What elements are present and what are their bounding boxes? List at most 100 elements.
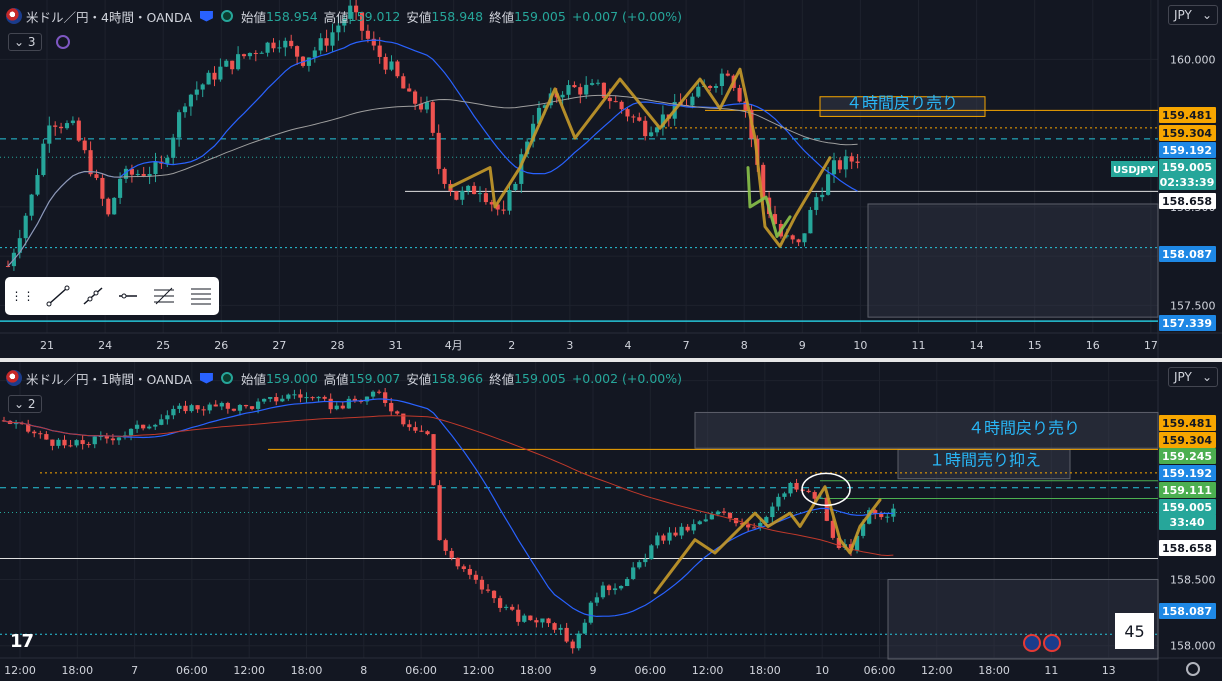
candle-body bbox=[510, 606, 515, 610]
time-axis-label: 12:00 bbox=[4, 664, 36, 677]
candle-body bbox=[153, 424, 158, 427]
market-status-icon[interactable] bbox=[220, 10, 233, 22]
time-axis-label: 14 bbox=[970, 339, 984, 352]
candle-body bbox=[454, 191, 459, 200]
candle-body bbox=[218, 66, 223, 80]
candle-body bbox=[359, 12, 365, 31]
candle-body bbox=[389, 61, 394, 70]
candle-body bbox=[32, 431, 37, 434]
time-axis-label: 06:00 bbox=[864, 664, 896, 677]
candle-body bbox=[289, 40, 294, 47]
currency-select-4h[interactable]: JPY ⌄ bbox=[1168, 5, 1218, 25]
candle-body bbox=[546, 618, 551, 624]
time-axis-label: 25 bbox=[156, 339, 170, 352]
settings-gear-icon[interactable] bbox=[1186, 662, 1200, 676]
candle-body bbox=[206, 72, 211, 85]
candle-body bbox=[860, 523, 866, 536]
sell-zone-box bbox=[819, 96, 986, 117]
candle-body bbox=[224, 60, 229, 67]
candle-body bbox=[576, 633, 581, 649]
candle-body bbox=[20, 423, 25, 425]
candle-body bbox=[230, 60, 235, 70]
candle-body bbox=[377, 45, 382, 57]
candle-body bbox=[654, 127, 660, 133]
candle-body bbox=[171, 137, 176, 158]
sync-icon[interactable] bbox=[55, 35, 70, 49]
zone-label-4h: ４時間戻り売り bbox=[968, 419, 1080, 438]
candle-body bbox=[770, 506, 775, 518]
price-tag bbox=[1159, 159, 1216, 175]
time-axis-label: 06:00 bbox=[176, 664, 208, 677]
symbol-title[interactable]: 米ドル／円・4時間・OANDA bbox=[26, 9, 192, 25]
indicator-toggle-4h[interactable]: ⌄ 3 bbox=[8, 33, 70, 51]
chart-4h-svg[interactable]: ４時間戻り売り160.000158.500158.000157.500159.4… bbox=[0, 0, 1222, 358]
candle-body bbox=[824, 497, 829, 521]
tradingview-logo[interactable]: 17 bbox=[10, 631, 34, 652]
candle-body bbox=[782, 493, 787, 497]
candle-body bbox=[295, 46, 300, 57]
candle-body bbox=[534, 620, 539, 623]
candle-body bbox=[606, 585, 612, 591]
candle-body bbox=[328, 398, 333, 410]
time-axis-label: 2 bbox=[508, 339, 515, 352]
candle-body bbox=[831, 160, 837, 175]
bookmark-icon[interactable] bbox=[199, 372, 213, 384]
candle-body bbox=[312, 50, 317, 58]
parallel-channel-icon[interactable] bbox=[188, 285, 214, 307]
candle-body bbox=[104, 435, 109, 439]
time-axis-label: 10 bbox=[815, 664, 829, 677]
candle-body bbox=[182, 106, 188, 113]
candle-body bbox=[318, 38, 323, 51]
market-status-icon[interactable] bbox=[220, 372, 233, 384]
candle-body bbox=[41, 143, 46, 176]
fib-retracement-icon[interactable] bbox=[151, 285, 177, 307]
chevron-down-icon: ⌄ bbox=[1201, 370, 1212, 384]
symbol-tag-label: USDJPY bbox=[1113, 165, 1156, 176]
candle-body bbox=[607, 97, 612, 102]
candle-body bbox=[129, 168, 134, 175]
candle-body bbox=[690, 96, 695, 106]
candle-body bbox=[818, 497, 823, 499]
candle-body bbox=[595, 82, 601, 84]
candle-body bbox=[489, 202, 494, 205]
chart-pane-1h[interactable]: ４時間戻り売り１時間売り抑え160.000158.500158.000159.4… bbox=[0, 362, 1222, 681]
candle-body bbox=[625, 578, 630, 586]
candle-body bbox=[746, 524, 751, 528]
candle-body bbox=[201, 409, 206, 411]
candle-body bbox=[249, 406, 255, 409]
price-tag bbox=[1159, 415, 1216, 431]
us-event-icon[interactable] bbox=[1023, 634, 1041, 652]
open-value: 159.000 bbox=[265, 370, 318, 386]
price-axis-label: 158.500 bbox=[1170, 573, 1216, 586]
candle-body bbox=[82, 140, 87, 151]
pane-divider[interactable] bbox=[0, 358, 1222, 362]
drag-handle-icon[interactable]: ⋮⋮ bbox=[10, 289, 35, 303]
candle-body bbox=[802, 233, 807, 243]
horizontal-ray-icon[interactable] bbox=[116, 285, 140, 307]
chart-1h-svg[interactable]: ４時間戻り売り１時間売り抑え160.000158.500158.000159.4… bbox=[0, 362, 1222, 681]
chart-pane-4h[interactable]: ４時間戻り売り160.000158.500158.000157.500159.4… bbox=[0, 0, 1222, 358]
indicator-count: ⌄ 3 bbox=[8, 33, 42, 51]
price-tag-label: 159.304 bbox=[1162, 127, 1212, 140]
zone-label-1h: １時間売り抑え bbox=[929, 450, 1041, 469]
time-axis-label: 12:00 bbox=[233, 664, 265, 677]
candle-body bbox=[497, 598, 503, 608]
indicator-toggle-1h[interactable]: ⌄ 2 bbox=[8, 395, 42, 413]
candle-body bbox=[407, 424, 412, 428]
time-axis-label: 18:00 bbox=[291, 664, 323, 677]
price-tag-label: 33:40 bbox=[1169, 516, 1204, 529]
candle-body bbox=[613, 101, 618, 103]
candle-body bbox=[564, 627, 569, 642]
candle-body bbox=[660, 114, 665, 128]
currency-select-1h[interactable]: JPY ⌄ bbox=[1168, 367, 1218, 387]
candle-body bbox=[165, 157, 170, 164]
candle-body bbox=[219, 402, 224, 407]
us-event-icon[interactable] bbox=[1043, 634, 1061, 652]
ray-icon[interactable] bbox=[81, 285, 105, 307]
trend-line-icon[interactable] bbox=[46, 285, 70, 307]
candle-body bbox=[141, 424, 146, 429]
bookmark-icon[interactable] bbox=[199, 10, 213, 22]
symbol-title[interactable]: 米ドル／円・1時間・OANDA bbox=[26, 371, 192, 387]
candle-body bbox=[743, 101, 748, 110]
candle-body bbox=[437, 485, 442, 541]
